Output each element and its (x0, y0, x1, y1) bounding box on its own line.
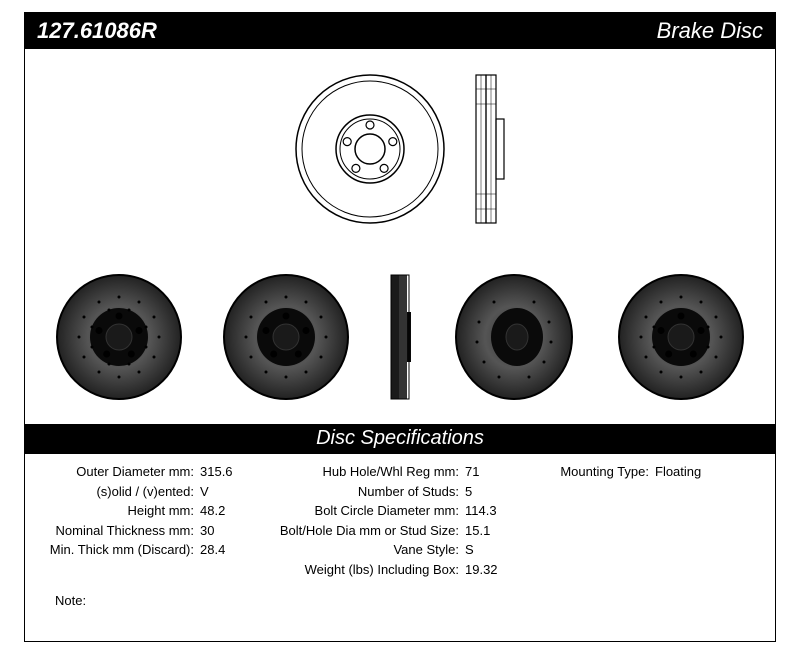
spec-label: Mounting Type: (545, 462, 655, 482)
spec-label: Nominal Thickness mm: (35, 521, 200, 541)
product-type: Brake Disc (657, 18, 763, 44)
spec-value: 30 (200, 521, 214, 541)
spec-value: V (200, 482, 209, 502)
disc-photo-1-icon (54, 272, 184, 402)
spec-row: Number of Studs:5 (265, 482, 545, 502)
spec-row: Hub Hole/Whl Reg mm:71 (265, 462, 545, 482)
spec-value: Floating (655, 462, 701, 482)
spec-row: Outer Diameter mm:315.6 (35, 462, 265, 482)
spec-value: 315.6 (200, 462, 233, 482)
spec-value: 19.32 (465, 560, 498, 580)
spec-value: 28.4 (200, 540, 225, 560)
spec-value: 15.1 (465, 521, 490, 541)
spec-label: Hub Hole/Whl Reg mm: (265, 462, 465, 482)
specs-table: Outer Diameter mm:315.6 (s)olid / (v)ent… (25, 454, 775, 583)
schematic-area (25, 49, 775, 249)
disc-photo-4-icon (449, 272, 579, 402)
schematic-side-icon (470, 69, 510, 229)
spec-label: Bolt Circle Diameter mm: (265, 501, 465, 521)
note-row: Note: (25, 583, 775, 608)
spec-row: Height mm:48.2 (35, 501, 265, 521)
spec-label: Min. Thick mm (Discard): (35, 540, 200, 560)
disc-photo-5-icon (616, 272, 746, 402)
spec-label: Vane Style: (265, 540, 465, 560)
disc-photo-2-icon (221, 272, 351, 402)
spec-row: Mounting Type:Floating (545, 462, 765, 482)
schematic-front-icon (290, 69, 450, 229)
spec-row: Bolt/Hole Dia mm or Stud Size:15.1 (265, 521, 545, 541)
spec-label: Height mm: (35, 501, 200, 521)
header-bar: 127.61086R Brake Disc (25, 13, 775, 49)
spec-label: Weight (lbs) Including Box: (265, 560, 465, 580)
spec-value: 48.2 (200, 501, 225, 521)
spec-row: Min. Thick mm (Discard):28.4 (35, 540, 265, 560)
spec-row: Weight (lbs) Including Box:19.32 (265, 560, 545, 580)
spec-column-2: Hub Hole/Whl Reg mm:71 Number of Studs:5… (265, 462, 545, 579)
product-photo-row (25, 249, 775, 424)
disc-photo-edge-icon (388, 272, 412, 402)
spec-value: 5 (465, 482, 472, 502)
spec-value: 71 (465, 462, 479, 482)
part-number: 127.61086R (37, 18, 157, 44)
spec-row: Vane Style:S (265, 540, 545, 560)
spec-column-3: Mounting Type:Floating (545, 462, 765, 579)
spec-row: Nominal Thickness mm:30 (35, 521, 265, 541)
spec-row: (s)olid / (v)ented:V (35, 482, 265, 502)
spec-sheet-frame: 127.61086R Brake Disc (24, 12, 776, 642)
spec-label: Outer Diameter mm: (35, 462, 200, 482)
spec-value: S (465, 540, 474, 560)
spec-value: 114.3 (465, 501, 497, 521)
spec-row: Bolt Circle Diameter mm:114.3 (265, 501, 545, 521)
spec-column-1: Outer Diameter mm:315.6 (s)olid / (v)ent… (35, 462, 265, 579)
spec-label: Number of Studs: (265, 482, 465, 502)
spec-title-bar: Disc Specifications (25, 424, 775, 454)
spec-label: (s)olid / (v)ented: (35, 482, 200, 502)
spec-label: Bolt/Hole Dia mm or Stud Size: (265, 521, 465, 541)
note-label: Note: (55, 593, 86, 608)
